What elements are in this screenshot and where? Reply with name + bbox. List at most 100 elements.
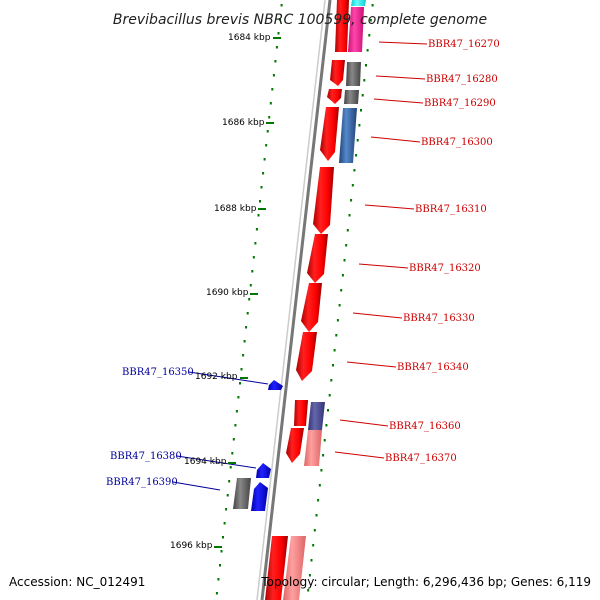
- tick-ring-dot: [222, 536, 224, 539]
- inner-ring-dot: [346, 229, 349, 232]
- inner-ring-dot: [318, 484, 321, 487]
- inner-ring-dot: [320, 469, 323, 472]
- gene-block-lightred[interactable]: [304, 430, 322, 466]
- tick-ring-dot: [240, 368, 243, 371]
- tick-ring-dot: [239, 382, 241, 385]
- inner-ring-dot: [340, 289, 343, 292]
- gene-arrow-16380[interactable]: [256, 463, 271, 478]
- gene-label-16350[interactable]: BBR47_16350: [122, 367, 194, 378]
- accession-text: Accession: NC_012491: [9, 575, 145, 589]
- inner-ring-dot: [348, 214, 351, 217]
- gene-arrow-16280[interactable]: [330, 60, 345, 86]
- inner-ring-dot: [336, 319, 339, 322]
- tick-ring-dot: [242, 354, 245, 357]
- tick-ring-dot: [248, 298, 251, 301]
- leader-16320: [358, 263, 409, 269]
- gene-label-16390[interactable]: BBR47_16390: [106, 477, 178, 488]
- gene-label-16340[interactable]: BBR47_16340: [397, 362, 469, 373]
- gene-arrow-16320[interactable]: [307, 234, 328, 283]
- gene-arrow-16300[interactable]: [320, 107, 339, 161]
- tick-ring-dot: [266, 130, 269, 133]
- tick-ring-dot: [280, 4, 283, 7]
- gene-arrow-16310[interactable]: [313, 167, 334, 234]
- tick-ring-dot: [252, 256, 255, 259]
- tick-ring-dot: [243, 340, 246, 343]
- gene-arrow-16290[interactable]: [327, 89, 342, 104]
- gene-label-16370[interactable]: BBR47_16370: [385, 453, 457, 464]
- leader-16370: [334, 451, 385, 459]
- gene-arrow-16340[interactable]: [296, 332, 317, 381]
- gene-label-16290[interactable]: BBR47_16290: [424, 98, 496, 109]
- inner-ring-dot: [363, 79, 366, 82]
- inner-ring-dot: [335, 334, 338, 337]
- inner-ring-dot: [328, 394, 331, 397]
- gene-block-cyan[interactable]: [351, 0, 366, 6]
- inner-ring-dot: [330, 379, 333, 382]
- tick-labels: 1684 kbp 1686 kbp 1688 kbp 1690 kbp 1692…: [170, 33, 271, 551]
- gene-label-16380[interactable]: BBR47_16380: [110, 451, 182, 462]
- inner-ring-dot: [343, 259, 346, 262]
- inner-ring-dot: [332, 364, 334, 367]
- inner-ring-dot: [368, 34, 371, 37]
- gene-label-16320[interactable]: BBR47_16320: [409, 263, 481, 274]
- gene-arrow-16360[interactable]: [294, 400, 308, 426]
- gene-arrow-16350[interactable]: [268, 380, 283, 390]
- tick-ring-dot: [254, 242, 257, 245]
- leader-16380: [176, 455, 257, 469]
- inner-ring-dot: [358, 124, 361, 127]
- tick-ring-dot: [235, 410, 238, 413]
- gene-label-16360[interactable]: BBR47_16360: [389, 421, 461, 432]
- inner-ring-dot: [327, 409, 329, 412]
- gene-block-pink[interactable]: [348, 7, 364, 52]
- leader-16340: [346, 361, 397, 368]
- tick-ring-dot: [255, 228, 258, 231]
- inner-ring-dot: [315, 514, 318, 517]
- inner-ring-dot: [365, 64, 367, 67]
- inner-ring-dot: [353, 169, 356, 172]
- gene-label-16280[interactable]: BBR47_16280: [426, 74, 498, 85]
- leader-16310: [364, 204, 415, 210]
- inner-ring-dot: [322, 454, 325, 457]
- gene-arrow-16270[interactable]: [335, 0, 349, 52]
- inner-ring-dot: [307, 589, 310, 592]
- tick-ring-dot: [259, 200, 261, 203]
- leader-16360: [339, 419, 389, 427]
- gene-label-16270[interactable]: BBR47_16270: [428, 39, 500, 50]
- gene-block-gray-left[interactable]: [233, 478, 251, 509]
- gene-arrow-16370[interactable]: [286, 428, 304, 463]
- tick-ring-dot: [225, 508, 228, 511]
- gene-block-gray-1[interactable]: [346, 62, 361, 86]
- tick-ring-dot: [251, 270, 254, 273]
- gene-label-16300[interactable]: BBR47_16300: [421, 137, 493, 148]
- tick-ring-dot: [223, 522, 226, 525]
- tick-ring-dot: [234, 424, 237, 427]
- tick-label: 1696 kbp: [170, 541, 213, 551]
- inner-ring-dot: [312, 544, 315, 547]
- gene-label-16330[interactable]: BBR47_16330: [403, 313, 475, 324]
- gene-block-lightred-bottom[interactable]: [283, 536, 306, 600]
- gene-arrow-16330[interactable]: [301, 283, 322, 332]
- label-leaders: [334, 41, 428, 459]
- tick-ring-dot: [226, 494, 229, 497]
- tick-ring-dot: [269, 102, 272, 105]
- tick-label: 1692 kbp: [195, 372, 238, 382]
- gene-block-gray-2[interactable]: [344, 90, 359, 104]
- gene-label-16310[interactable]: BBR47_16310: [415, 204, 487, 215]
- tick-label: 1694 kbp: [184, 457, 227, 467]
- tick-ring-dot: [228, 480, 231, 483]
- tick-label: 1688 kbp: [214, 204, 257, 214]
- tick-ring-dot: [272, 74, 275, 77]
- gene-features: [233, 0, 366, 600]
- gene-block-slate[interactable]: [308, 402, 325, 430]
- inner-ring-dot: [313, 529, 316, 532]
- inner-ring-dot: [308, 574, 311, 577]
- inner-dotted-ring: [307, 4, 374, 592]
- tick-ring-dot: [229, 466, 232, 469]
- tick-ring-dot: [279, 18, 281, 21]
- label-leaders-left: [172, 371, 269, 491]
- inner-ring-dot: [325, 424, 328, 427]
- gene-arrow-bottom-a[interactable]: [265, 536, 288, 600]
- gene-arrow-16390[interactable]: [251, 482, 268, 511]
- gene-block-steel[interactable]: [339, 108, 357, 163]
- leader-16300: [370, 136, 421, 143]
